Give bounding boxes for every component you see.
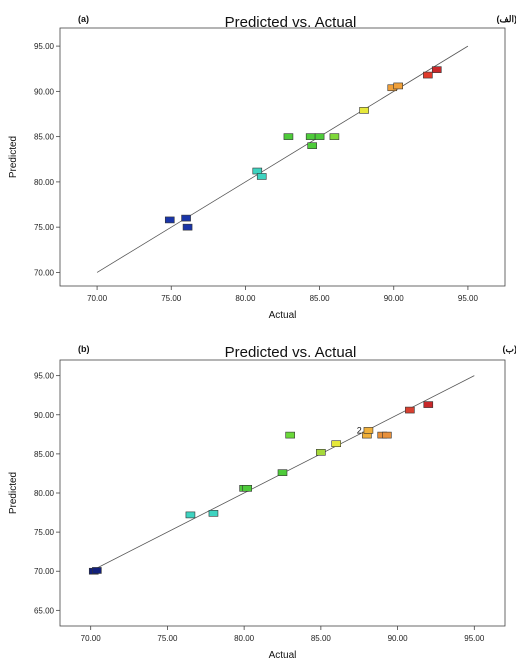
chart-b-corner-label: (ب) <box>503 344 516 355</box>
chart-a-plot-frame <box>59 27 506 287</box>
chart-b-title: Predicted vs. Actual <box>225 344 357 361</box>
chart-a-x-tick-label: 95.00 <box>458 294 479 303</box>
chart-a-corner-label: (الف) <box>496 14 516 24</box>
chart-b-panel-tag: (b) <box>78 344 90 354</box>
chart-a-data-point <box>359 107 369 114</box>
chart-a-x-tick-label: 90.00 <box>384 294 405 303</box>
chart-a-data-point <box>252 167 263 175</box>
chart-a-y-axis-label: Predicted <box>8 136 19 178</box>
chart-b-x-axis-label: Actual <box>269 650 297 661</box>
chart-a-data-point <box>431 66 442 73</box>
chart-b-data-point <box>285 431 295 439</box>
chart-a-x-tick-label: 80.00 <box>235 294 256 303</box>
chart-a-y-tick-label: 70.00 <box>34 268 55 277</box>
chart-b-y-axis-label: Predicted <box>8 472 19 514</box>
chart-a-data-point <box>181 214 191 222</box>
chart-panel-b: 70.00 75.00 80.00 85.00 90.00 95.00 65.00 70.00… <box>0 336 516 664</box>
chart-a-data-point <box>329 133 340 140</box>
chart-a-data-point <box>314 133 325 140</box>
chart-a-y-tick-label: 90.00 <box>34 87 55 96</box>
chart-b-y-tick-label: 70.00 <box>34 567 55 576</box>
chart-b-plot-frame <box>59 359 506 627</box>
chart-b-x-tick-label: 75.00 <box>157 634 178 643</box>
chart-a-data-point <box>305 133 316 140</box>
chart-a-x-tick-label: 70.00 <box>87 294 108 303</box>
chart-b-data-point <box>363 427 374 434</box>
chart-a-data-point <box>423 71 433 79</box>
chart-b-data-point <box>405 406 415 414</box>
chart-b-y-tick-label: 95.00 <box>34 372 55 381</box>
chart-b-data-point <box>185 511 196 519</box>
chart-b-data-point <box>92 567 102 574</box>
chart-a-x-axis-label: Actual <box>269 310 297 321</box>
chart-a-x-tick-label: 85.00 <box>310 294 331 303</box>
chart-b-x-tick-label: 90.00 <box>388 634 409 643</box>
chart-a-data-point <box>307 142 317 149</box>
chart-b-data-point <box>208 510 219 517</box>
chart-a-data-point <box>256 173 267 180</box>
chart-a-data-point <box>164 216 175 224</box>
scatter-plot-a: 70.00 75.00 80.00 85.00 90.00 95.00 70.00 75.00… <box>8 14 516 321</box>
chart-b-y-tick-label: 90.00 <box>34 411 55 420</box>
chart-b-annotation: 2 <box>357 425 362 435</box>
chart-a-x-tick-label: 75.00 <box>161 294 182 303</box>
chart-b-x-tick-label: 85.00 <box>311 634 332 643</box>
chart-b-x-tick-label: 70.00 <box>81 634 102 643</box>
chart-b-x-tick-label: 80.00 <box>234 634 255 643</box>
chart-b-data-point <box>382 431 392 439</box>
chart-a-data-point <box>393 82 404 90</box>
chart-b-data-point <box>277 469 288 476</box>
chart-b-data-point <box>423 401 434 408</box>
scatter-plot-b: 70.00 75.00 80.00 85.00 90.00 95.00 65.00 70.00… <box>8 344 516 661</box>
chart-a-y-tick-label: 85.00 <box>34 133 55 142</box>
chart-a-panel-tag: (a) <box>78 14 89 24</box>
chart-b-y-tick-label: 85.00 <box>34 450 55 459</box>
chart-a-y-tick-label: 75.00 <box>34 223 55 232</box>
chart-b-data-point <box>331 440 342 448</box>
chart-a-title: Predicted vs. Actual <box>225 14 357 31</box>
chart-a-data-point <box>283 133 294 140</box>
chart-a-y-tick-label: 95.00 <box>34 42 55 51</box>
chart-b-y-tick-label: 80.00 <box>34 489 55 498</box>
chart-b-x-tick-label: 95.00 <box>464 634 485 643</box>
chart-a-y-tick-label: 80.00 <box>34 178 55 187</box>
chart-b-y-tick-label: 75.00 <box>34 528 55 537</box>
chart-panel-a: 70.00 75.00 80.00 85.00 90.00 95.00 70.00 75.00… <box>0 0 516 330</box>
chart-b-y-tick-label: 65.00 <box>34 606 55 615</box>
chart-b-data-point <box>242 485 253 492</box>
chart-b-data-point <box>316 449 326 456</box>
chart-a-fit-line <box>96 45 469 273</box>
chart-a-data-point <box>182 223 193 231</box>
